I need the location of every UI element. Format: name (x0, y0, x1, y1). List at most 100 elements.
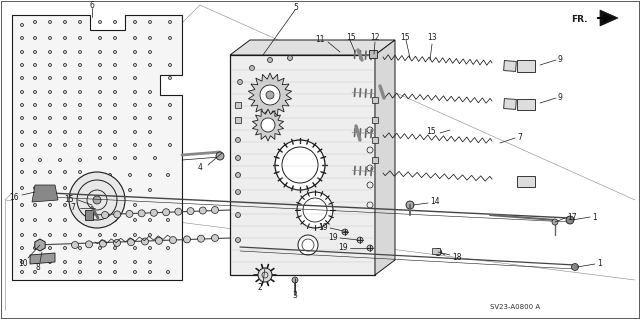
Text: 8: 8 (36, 263, 41, 271)
Bar (517, 60, 535, 72)
Circle shape (93, 174, 97, 176)
Circle shape (367, 245, 373, 251)
Circle shape (49, 103, 51, 107)
Circle shape (33, 144, 36, 146)
Circle shape (148, 144, 152, 146)
Circle shape (236, 173, 241, 177)
Circle shape (20, 271, 24, 273)
Circle shape (63, 234, 67, 236)
Circle shape (134, 204, 136, 206)
Circle shape (113, 157, 116, 160)
Circle shape (79, 116, 81, 120)
Polygon shape (375, 40, 395, 275)
Circle shape (33, 130, 36, 133)
Text: 1: 1 (592, 212, 596, 221)
Circle shape (49, 261, 51, 263)
Circle shape (33, 50, 36, 54)
Circle shape (258, 268, 272, 282)
Circle shape (63, 20, 67, 24)
Circle shape (33, 219, 36, 221)
Circle shape (109, 189, 111, 191)
Circle shape (113, 204, 116, 206)
Circle shape (134, 116, 136, 120)
Circle shape (184, 236, 191, 243)
Circle shape (357, 237, 363, 243)
Circle shape (163, 209, 170, 216)
Circle shape (63, 63, 67, 66)
Circle shape (99, 271, 102, 273)
Circle shape (33, 170, 36, 174)
Circle shape (86, 241, 93, 248)
Circle shape (113, 271, 116, 273)
Circle shape (99, 261, 102, 263)
Circle shape (168, 20, 172, 24)
Circle shape (113, 91, 116, 93)
Bar (235, 102, 241, 108)
Circle shape (20, 50, 24, 54)
Polygon shape (35, 239, 45, 251)
Circle shape (134, 261, 136, 263)
Circle shape (79, 36, 81, 40)
Circle shape (168, 36, 172, 40)
Circle shape (79, 50, 81, 54)
Text: 15: 15 (426, 128, 436, 137)
Circle shape (113, 234, 116, 236)
Text: 12: 12 (370, 33, 380, 42)
Circle shape (33, 36, 36, 40)
Circle shape (261, 118, 275, 132)
Circle shape (292, 277, 298, 283)
Circle shape (297, 192, 333, 228)
Circle shape (20, 24, 24, 26)
Circle shape (20, 247, 24, 249)
Polygon shape (230, 40, 395, 55)
Circle shape (49, 130, 51, 133)
Circle shape (93, 196, 101, 204)
Circle shape (250, 65, 255, 70)
Circle shape (63, 91, 67, 93)
Circle shape (49, 204, 51, 206)
Circle shape (20, 77, 24, 79)
Circle shape (99, 240, 106, 247)
Polygon shape (369, 50, 377, 58)
Circle shape (79, 103, 81, 107)
Circle shape (79, 234, 81, 236)
Circle shape (93, 189, 97, 191)
Circle shape (49, 63, 51, 66)
Bar (372, 137, 378, 143)
Circle shape (99, 20, 102, 24)
Circle shape (134, 36, 136, 40)
Circle shape (49, 144, 51, 146)
Bar (372, 157, 378, 163)
Circle shape (134, 247, 136, 249)
Circle shape (63, 116, 67, 120)
Circle shape (20, 91, 24, 93)
Circle shape (49, 170, 51, 174)
Circle shape (114, 211, 121, 218)
Circle shape (113, 103, 116, 107)
Text: 15: 15 (400, 33, 410, 41)
Circle shape (20, 116, 24, 120)
Circle shape (99, 130, 102, 133)
Circle shape (148, 50, 152, 54)
Polygon shape (504, 61, 516, 71)
Circle shape (154, 157, 157, 160)
Circle shape (148, 261, 152, 263)
Circle shape (20, 159, 24, 161)
Circle shape (63, 247, 67, 249)
Circle shape (33, 261, 36, 263)
Circle shape (20, 219, 24, 221)
Circle shape (129, 189, 131, 191)
Circle shape (63, 77, 67, 79)
Circle shape (93, 204, 97, 206)
Circle shape (148, 174, 152, 176)
Circle shape (79, 77, 81, 79)
Circle shape (134, 144, 136, 146)
Circle shape (99, 36, 102, 40)
Text: 17: 17 (567, 212, 577, 221)
Text: 5: 5 (293, 4, 298, 12)
Circle shape (79, 204, 81, 206)
Circle shape (298, 235, 318, 255)
Circle shape (156, 237, 163, 244)
Circle shape (79, 20, 81, 24)
Circle shape (49, 247, 51, 249)
